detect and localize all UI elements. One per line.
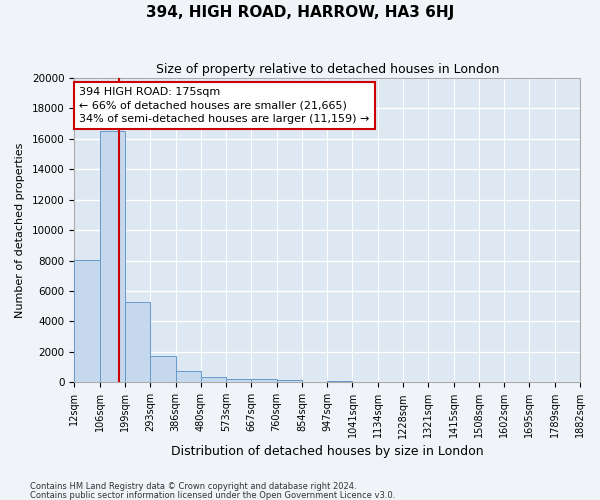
Text: 394, HIGH ROAD, HARROW, HA3 6HJ: 394, HIGH ROAD, HARROW, HA3 6HJ: [146, 5, 454, 20]
Bar: [176, 371, 201, 382]
Bar: [327, 381, 352, 382]
Bar: [201, 377, 226, 382]
Text: 394 HIGH ROAD: 175sqm
← 66% of detached houses are smaller (21,665)
34% of semi-: 394 HIGH ROAD: 175sqm ← 66% of detached …: [79, 87, 370, 124]
X-axis label: Distribution of detached houses by size in London: Distribution of detached houses by size …: [171, 444, 484, 458]
Bar: [226, 378, 251, 382]
Bar: [150, 356, 176, 382]
Title: Size of property relative to detached houses in London: Size of property relative to detached ho…: [155, 62, 499, 76]
Text: Contains public sector information licensed under the Open Government Licence v3: Contains public sector information licen…: [30, 490, 395, 500]
Bar: [125, 302, 150, 382]
Bar: [74, 260, 100, 382]
Bar: [100, 130, 125, 382]
Bar: [277, 380, 302, 382]
Y-axis label: Number of detached properties: Number of detached properties: [15, 142, 25, 318]
Bar: [251, 380, 277, 382]
Text: Contains HM Land Registry data © Crown copyright and database right 2024.: Contains HM Land Registry data © Crown c…: [30, 482, 356, 491]
